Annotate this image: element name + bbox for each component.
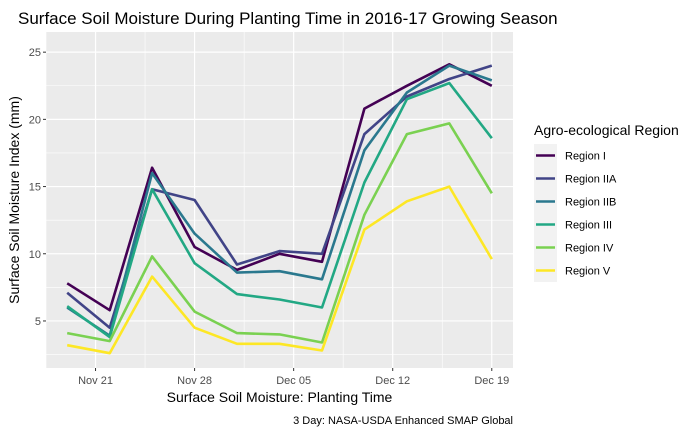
legend-label-region-i: Region I bbox=[565, 151, 606, 163]
series-line-region-iii bbox=[66, 81, 493, 339]
series-line-region-v bbox=[66, 185, 493, 355]
legend-label-region-v: Region V bbox=[565, 266, 611, 278]
chart-caption: 3 Day: NASA-USDA Enhanced SMAP Global bbox=[293, 415, 513, 427]
y-tick-label: 20 bbox=[29, 114, 41, 126]
legend-label-region-iia: Region IIA bbox=[565, 174, 617, 186]
grid-minor bbox=[45, 32, 513, 368]
x-tick-label: Dec 12 bbox=[375, 375, 410, 387]
legend-label-region-iii: Region III bbox=[565, 220, 612, 232]
x-tick-label: Nov 28 bbox=[177, 375, 212, 387]
grid-major bbox=[46, 32, 513, 368]
chart-title: Surface Soil Moisture During Planting Ti… bbox=[18, 9, 558, 28]
y-tick-label: 10 bbox=[29, 249, 41, 261]
series-line-region-i bbox=[66, 63, 493, 312]
y-tick-label: 25 bbox=[29, 47, 41, 59]
series-line-region-iv bbox=[66, 122, 493, 344]
x-tick-label: Nov 21 bbox=[78, 375, 113, 387]
y-tick-label: 5 bbox=[35, 316, 41, 328]
x-axis-label: Surface Soil Moisture: Planting Time bbox=[167, 389, 393, 405]
series-line-region-iib bbox=[66, 64, 493, 338]
y-tick-label: 15 bbox=[29, 182, 41, 194]
x-axis: Nov 21 Nov 28 Dec 05 Dec 12 Dec 19 bbox=[78, 368, 509, 387]
x-tick-label: Dec 05 bbox=[276, 375, 311, 387]
series-lines bbox=[66, 63, 493, 355]
y-axis: 5 10 15 20 25 bbox=[29, 47, 46, 328]
y-axis-label: Surface Soil Moisture Index (mm) bbox=[6, 96, 22, 304]
legend: Agro-ecological Region Region I Region II… bbox=[534, 122, 679, 282]
x-tick-label: Dec 19 bbox=[474, 375, 509, 387]
legend-label-region-iv: Region IV bbox=[565, 243, 614, 255]
legend-title: Agro-ecological Region bbox=[534, 122, 679, 138]
legend-label-region-iib: Region IIB bbox=[565, 197, 616, 209]
